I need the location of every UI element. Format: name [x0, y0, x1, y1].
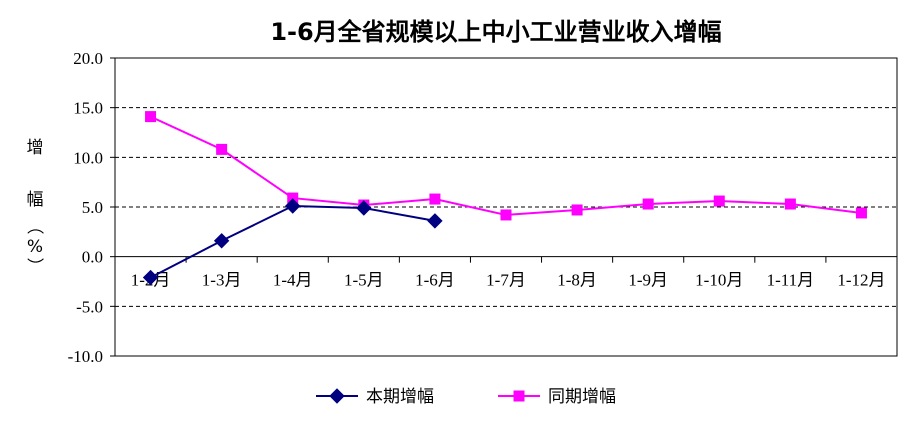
legend-marker [329, 388, 345, 404]
data-point [142, 269, 159, 286]
chart-title: 1-6月全省规模以上中小工业营业收入增幅 [270, 18, 721, 46]
y-tick-label: 0.0 [82, 248, 103, 267]
data-point [784, 198, 796, 210]
data-point [713, 195, 725, 207]
legend-label: 本期增幅 [366, 387, 434, 407]
x-tick-label: 1-11月 [767, 271, 815, 290]
y-axis-label: 增幅 （%） [24, 138, 44, 275]
x-tick-label: 1-10月 [695, 271, 743, 290]
x-tick-label: 1-8月 [557, 271, 597, 290]
series-layer [142, 111, 867, 286]
data-point [213, 233, 230, 249]
legend-item: 同期增幅 [498, 387, 616, 407]
x-tick-label: 1-4月 [273, 271, 313, 290]
y-tick-label: 5.0 [82, 198, 103, 217]
data-point [642, 198, 654, 210]
y-axis-label-char: ） [24, 258, 44, 275]
x-tick-label: 1-6月 [415, 271, 455, 290]
y-tick-label: 15.0 [73, 99, 103, 118]
legend-item: 本期增幅 [316, 387, 434, 407]
data-point [571, 204, 583, 216]
y-axis-label-char: 幅 [27, 190, 44, 210]
y-tick-label: 10.0 [73, 148, 103, 167]
data-point [285, 198, 301, 214]
y-axis-label-char: % [27, 237, 43, 257]
y-axis-ticks: -10.0 -5.0 0.0 5.0 10.0 15.0 20.0 [68, 49, 115, 366]
x-tick-label: 1-12月 [837, 271, 885, 290]
data-point [356, 200, 372, 216]
y-axis-label-char: （ [24, 218, 44, 235]
x-tick-label: 1-7月 [486, 271, 526, 290]
data-point [427, 213, 443, 229]
data-point [855, 207, 867, 219]
data-point [429, 193, 441, 205]
y-tick-label: -10.0 [68, 347, 103, 366]
data-point [500, 209, 512, 221]
series-current [142, 198, 443, 286]
plot-area [114, 57, 898, 357]
y-tick-label: 20.0 [73, 49, 103, 68]
data-point [216, 143, 228, 155]
legend-marker [513, 390, 525, 402]
gridlines [115, 107, 897, 307]
legend-label: 同期增幅 [548, 387, 616, 407]
y-axis-label-char: 增 [27, 138, 44, 158]
x-tick-label: 1-3月 [202, 271, 242, 290]
x-tick-label: 1-5月 [344, 271, 384, 290]
legend: 本期增幅 同期增幅 [316, 387, 616, 407]
y-tick-label: -5.0 [76, 297, 103, 316]
x-axis: 1-2月1-3月1-4月1-5月1-6月1-7月1-8月1-9月1-10月1-1… [114, 256, 898, 290]
x-tick-label: 1-9月 [628, 271, 668, 290]
data-point [145, 111, 157, 123]
